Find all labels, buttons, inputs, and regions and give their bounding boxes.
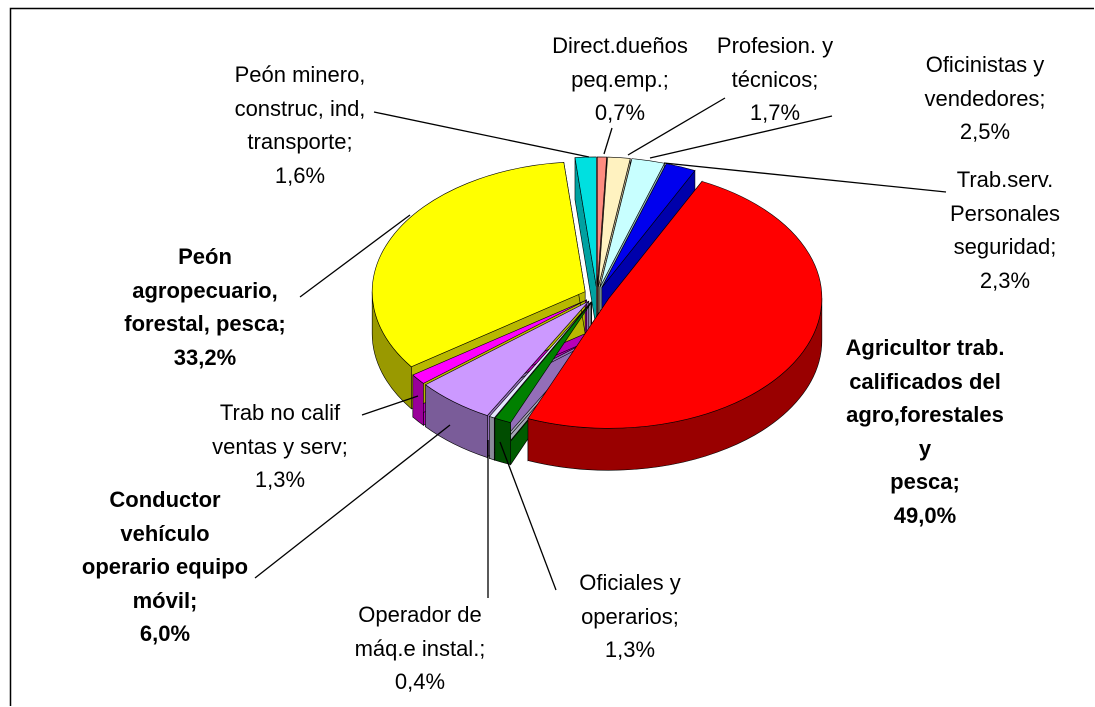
leader-line	[299, 214, 411, 298]
slice	[574, 156, 597, 287]
slice	[371, 161, 586, 368]
slice	[596, 156, 607, 287]
data-label: Agricultor trab. calificados del agro,fo…	[846, 331, 1005, 532]
label-category: Trab no calif ventas y serv;	[212, 400, 348, 459]
label-value: 2,3%	[979, 267, 1031, 293]
label-category: Operador de máq.e instal.;	[354, 602, 486, 661]
label-category: Peón minero, construc, ind, transporte;	[234, 62, 366, 154]
slice	[527, 181, 823, 429]
label-category: Oficiales y operarios;	[579, 570, 681, 629]
data-label: Peón minero, construc, ind, transporte; 1…	[235, 58, 366, 192]
slice	[488, 301, 592, 419]
leader-line	[649, 115, 833, 159]
data-label: Trab no calif ventas y serv; 1,3%	[212, 396, 348, 497]
slice	[424, 300, 590, 416]
label-value: 33,2%	[173, 344, 237, 370]
leader-line	[254, 424, 451, 579]
leader-line	[663, 162, 947, 193]
leader-line	[627, 97, 726, 156]
label-value: 1,3%	[254, 467, 306, 492]
data-label: Peón agropecuario, forestal, pesca; 33,2%	[124, 240, 285, 374]
slice	[412, 299, 587, 384]
data-label: Oficiales y operarios; 1,3%	[579, 566, 680, 667]
leader-line	[373, 111, 590, 158]
slice	[494, 302, 592, 423]
label-category: Profesion. y técnicos;	[716, 33, 834, 92]
data-label: Direct.dueños peq.emp.; 0,7%	[552, 29, 688, 130]
label-value: 0,7%	[594, 100, 646, 125]
label-value: 6,0%	[139, 621, 191, 646]
slice-side	[489, 416, 495, 461]
chart-frame	[9, 7, 1094, 706]
label-category: Direct.dueños peq.emp.;	[552, 33, 688, 92]
leader-line	[499, 441, 557, 591]
slice	[597, 156, 631, 288]
label-value: 1,7%	[749, 100, 801, 125]
label-value: 2,5%	[959, 119, 1011, 144]
label-category: Agricultor trab. calificados del agro,fo…	[845, 335, 1005, 494]
label-category: Peón agropecuario, forestal, pesca;	[124, 244, 286, 336]
label-category: Conductor vehículo operario equipo móvil…	[81, 487, 249, 613]
label-value: 1,6%	[274, 162, 326, 188]
data-label: Profesion. y técnicos; 1,7%	[717, 29, 833, 130]
leader-line	[603, 127, 613, 155]
label-category: Oficinistas y vendedores;	[924, 52, 1046, 111]
data-label: Trab.serv. Personales seguridad; 2,3%	[950, 163, 1060, 297]
data-label: Operador de máq.e instal.; 0,4%	[355, 598, 486, 699]
data-label: Conductor vehículo operario equipo móvil…	[82, 483, 248, 651]
slice-side	[494, 417, 511, 465]
label-category: Trab.serv. Personales seguridad;	[949, 167, 1061, 259]
label-value: 0,4%	[394, 669, 446, 694]
leader-line	[361, 395, 419, 416]
label-value: 49,0%	[893, 502, 957, 528]
data-label: Oficinistas y vendedores; 2,5%	[924, 48, 1045, 149]
label-value: 1,3%	[604, 637, 656, 662]
